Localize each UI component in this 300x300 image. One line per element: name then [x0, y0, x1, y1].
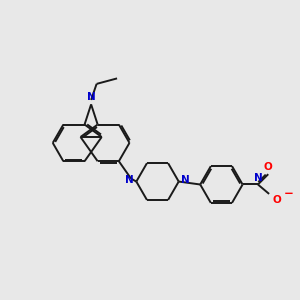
Text: N: N — [181, 175, 190, 185]
Text: N: N — [125, 175, 134, 185]
Text: O: O — [264, 162, 273, 172]
Text: N: N — [254, 173, 262, 183]
Text: N: N — [87, 92, 95, 102]
Text: −: − — [284, 188, 294, 200]
Text: O: O — [273, 195, 281, 206]
